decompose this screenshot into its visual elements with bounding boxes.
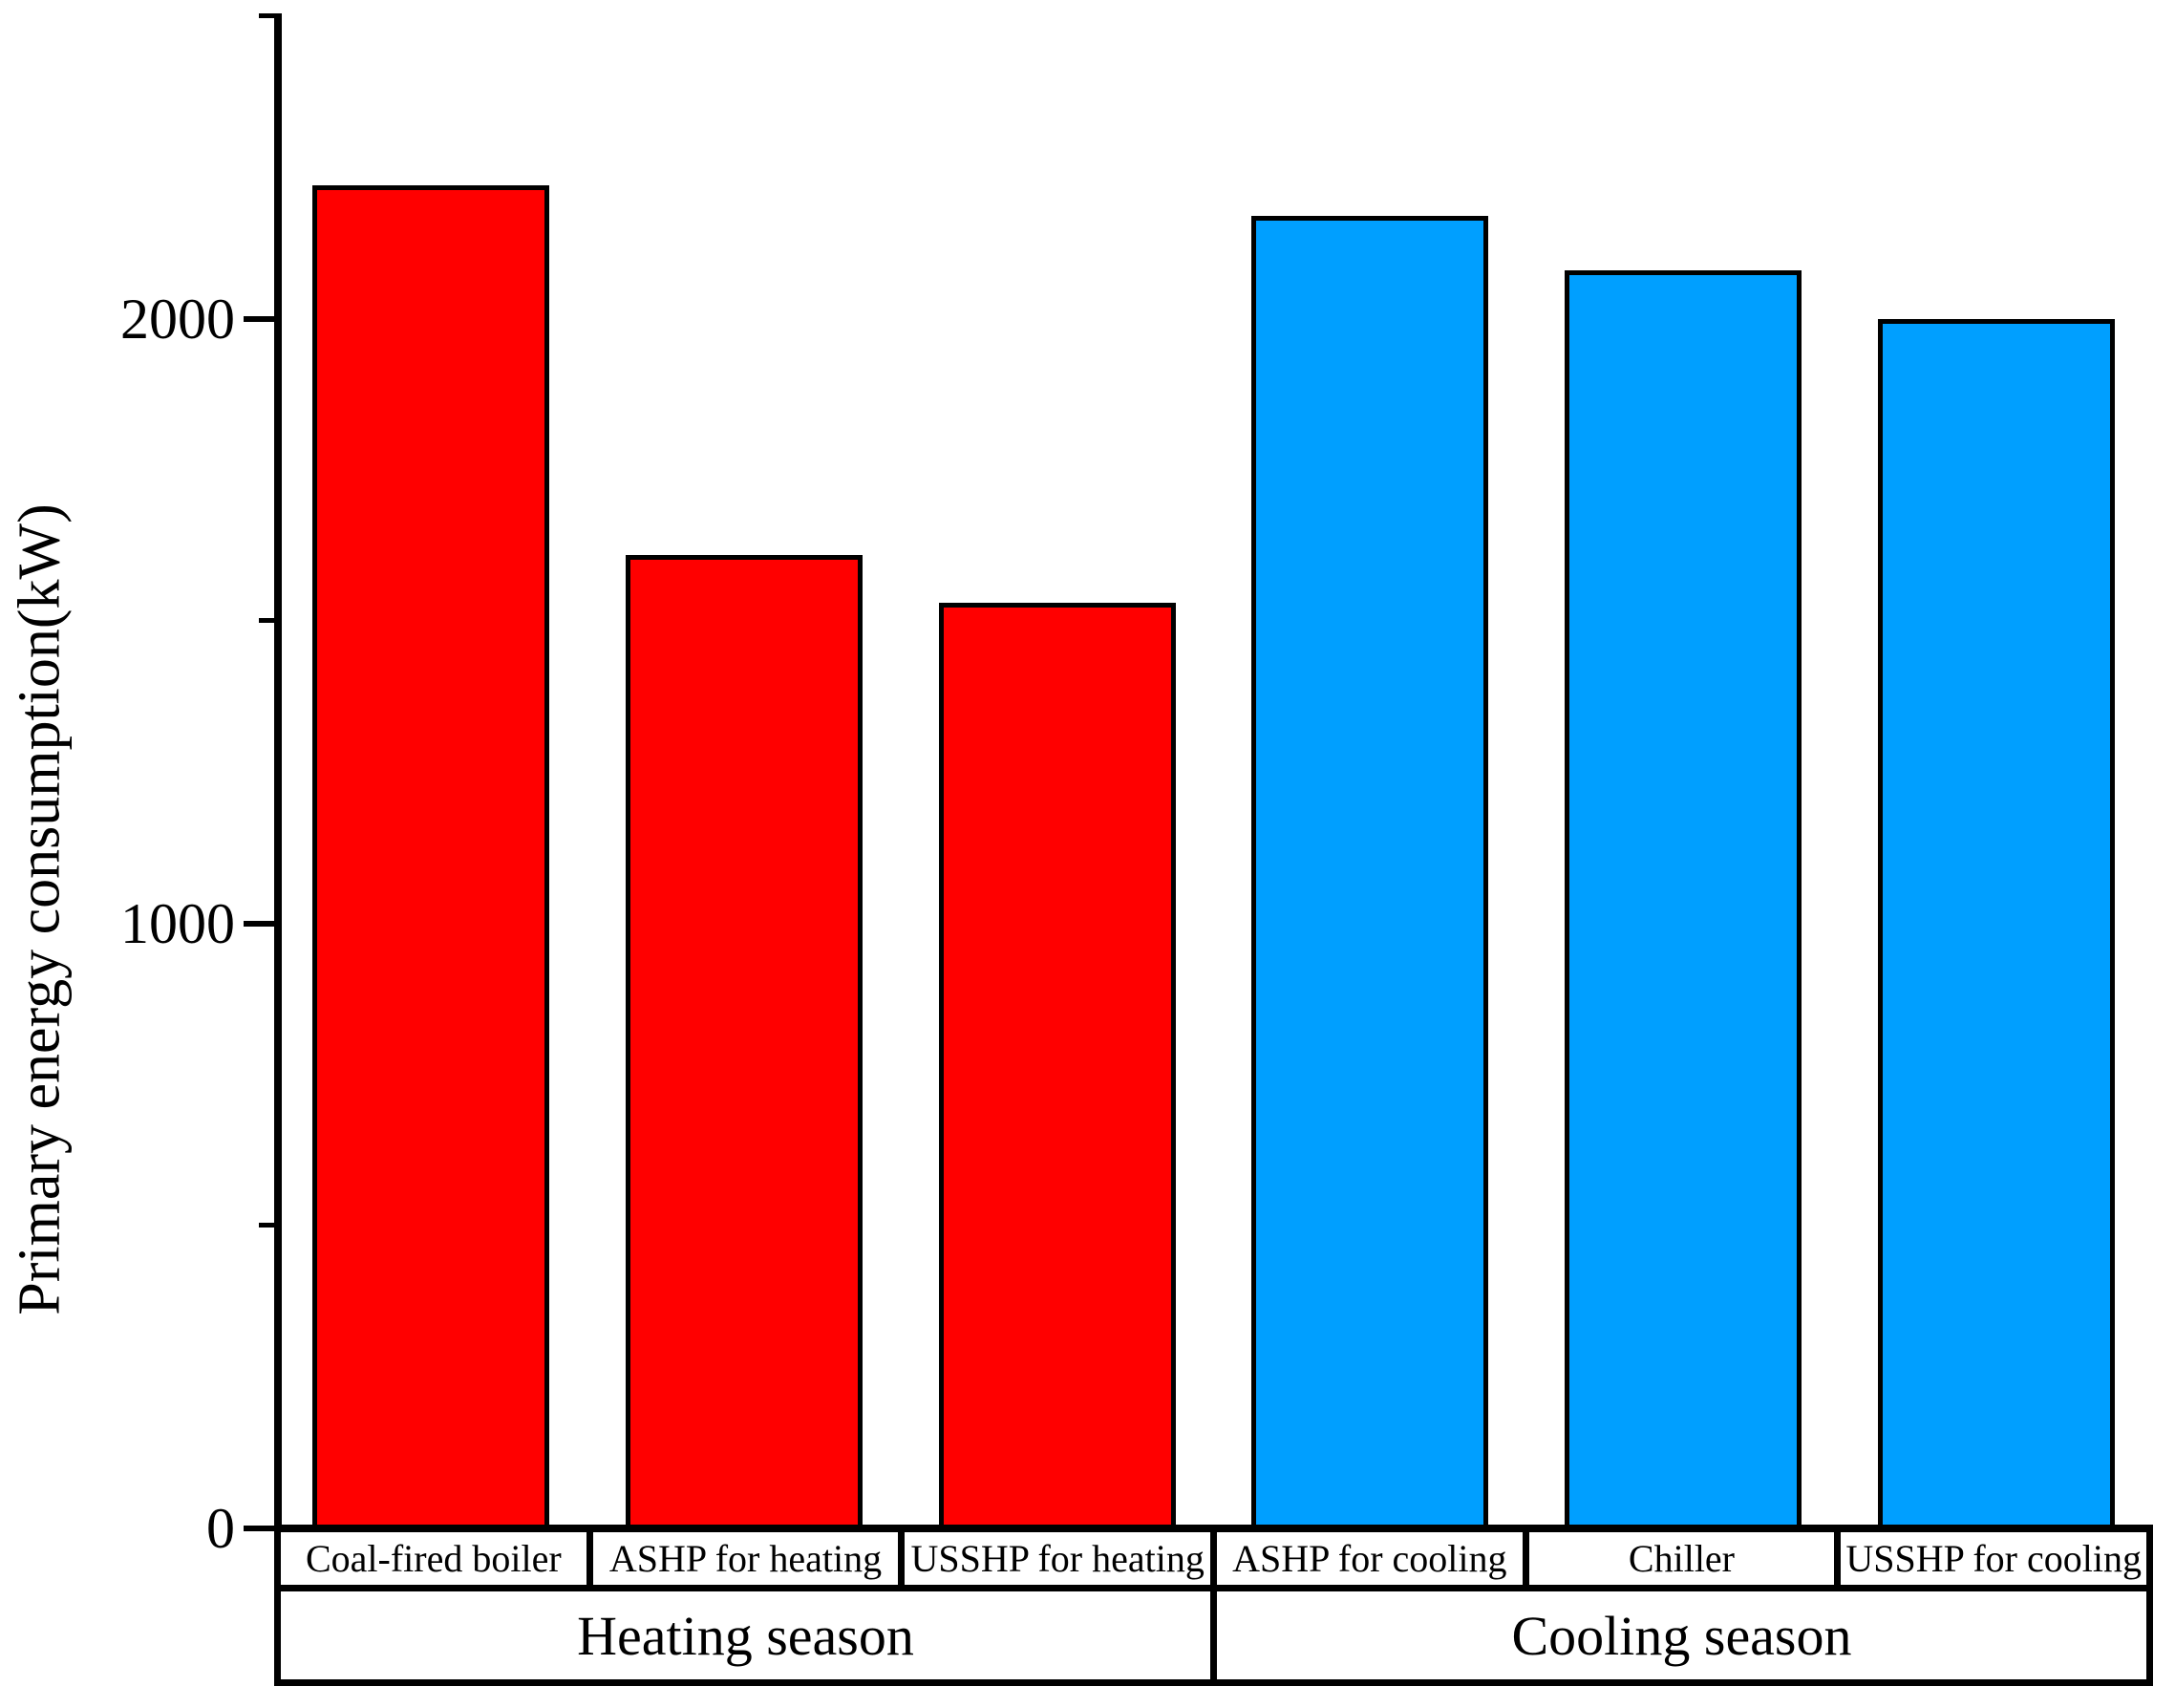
group-row: Heating season Cooling season — [274, 1585, 2154, 1686]
bar-usshp-for-cooling — [1878, 318, 2116, 1530]
category-cell-usshp-for-cooling: USSHP for cooling — [1834, 1525, 2153, 1591]
category-cell-coal-fired-boiler: Coal-fired boiler — [274, 1525, 593, 1591]
y-major-tick-1000 — [244, 920, 274, 927]
bar-chiller — [1565, 269, 1802, 1530]
bar-usshp-for-heating — [938, 603, 1176, 1530]
y-tick-label-2000: 2000 — [120, 287, 235, 351]
y-tick-label-0: 0 — [206, 1497, 235, 1560]
category-cell-ashp-for-cooling: ASHP for cooling — [1209, 1525, 1529, 1591]
y-axis-line — [274, 13, 282, 1532]
bar-ashp-for-heating — [625, 554, 863, 1530]
category-cell-usshp-for-heating: USSHP for heating — [898, 1525, 1217, 1591]
group-cell-cooling-season: Cooling season — [1209, 1585, 2154, 1686]
y-tick-label-1000: 1000 — [120, 891, 235, 955]
category-cell-chiller: Chiller — [1522, 1525, 1842, 1591]
bar-ashp-for-cooling — [1251, 215, 1489, 1530]
y-minor-tick-2500 — [259, 13, 274, 18]
category-cell-ashp-for-heating: ASHP for heating — [586, 1525, 906, 1591]
y-major-tick-0 — [244, 1526, 274, 1531]
group-cell-heating-season: Heating season — [274, 1585, 1217, 1686]
y-major-tick-2000 — [244, 315, 274, 322]
y-minor-tick-1500 — [259, 618, 274, 624]
bar-coal-fired-boiler — [311, 185, 549, 1530]
y-minor-tick-500 — [259, 1223, 274, 1228]
x-axis-line — [274, 1525, 2153, 1532]
x-axis-table: Coal-fired boiler ASHP for heating USSHP f… — [274, 1525, 2154, 1686]
category-row: Coal-fired boiler ASHP for heating USSHP f… — [274, 1525, 2153, 1591]
